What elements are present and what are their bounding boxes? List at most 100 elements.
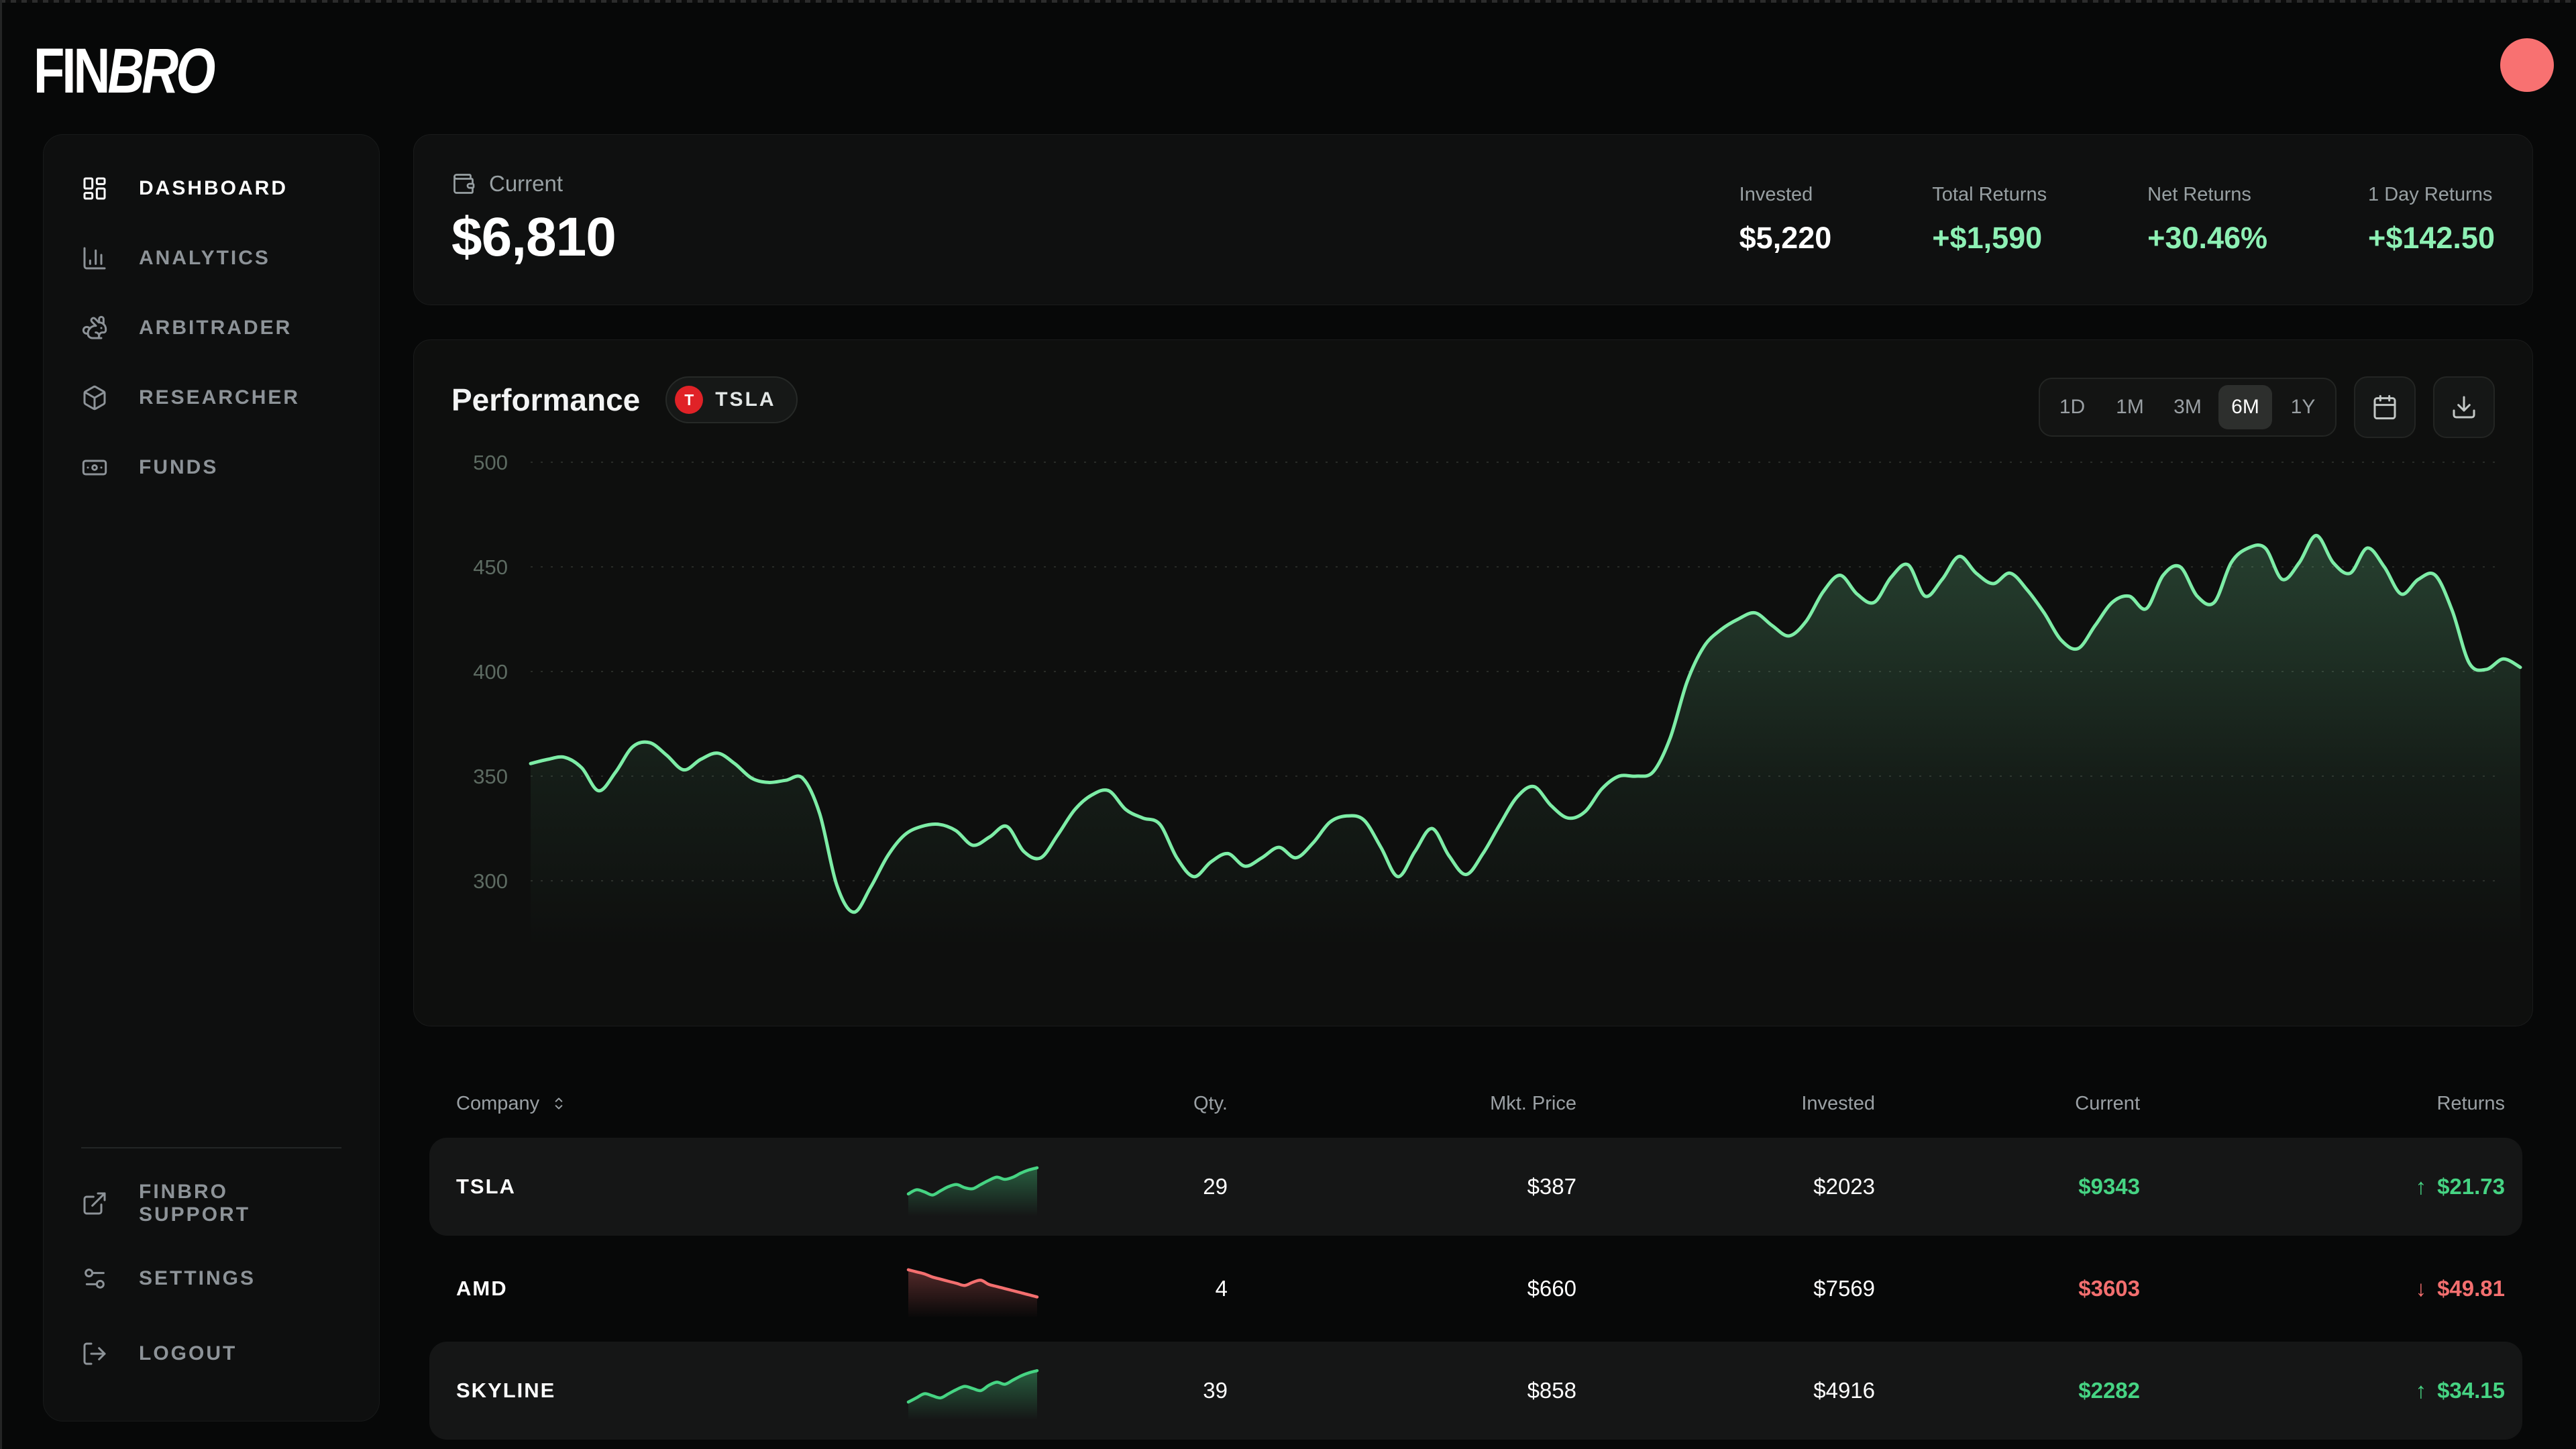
svg-text:300: 300 xyxy=(473,869,508,893)
returns-amount: $49.81 xyxy=(2437,1276,2505,1301)
range-button-1m[interactable]: 1M xyxy=(2116,396,2144,418)
sparkline-chart xyxy=(906,1268,1039,1318)
trend-sparkline xyxy=(892,1258,1053,1320)
calendar-button[interactable] xyxy=(2354,376,2416,438)
performance-header: Performance T TSLA xyxy=(451,376,798,423)
ticker-badge-icon: T xyxy=(675,386,704,414)
rabbit-icon xyxy=(82,315,107,339)
finbro-logo: FINBRO xyxy=(34,35,215,108)
chart-controls: 1D 1M 3M 6M 1Y xyxy=(2039,376,2495,438)
time-range-group: 1D 1M 3M 6M 1Y xyxy=(2039,378,2337,437)
banknote-icon xyxy=(82,460,107,476)
performance-card: 500 450 400 350 300 Performance T TSLA 1D 1M… xyxy=(413,339,2533,1026)
range-button-1d[interactable]: 1D xyxy=(2059,396,2086,418)
column-label: Company xyxy=(456,1092,540,1114)
sidebar-item-label: ARBITRADER xyxy=(139,317,292,339)
download-button[interactable] xyxy=(2433,376,2495,438)
sidebar-divider xyxy=(81,1147,341,1148)
qty-value: 29 xyxy=(1203,1174,1228,1199)
mkt-price-value: $387 xyxy=(1527,1174,1576,1199)
svg-text:450: 450 xyxy=(473,555,508,579)
user-avatar[interactable] xyxy=(2500,38,2554,92)
stat-value: +30.46% xyxy=(2147,221,2268,255)
sidebar-item-label: LOGOUT xyxy=(139,1342,237,1364)
stat-label: Net Returns xyxy=(2147,184,2251,205)
sidebar-item-dashboard[interactable]: DASHBOARD xyxy=(44,154,379,223)
svg-text:350: 350 xyxy=(473,765,508,788)
column-header-company[interactable]: Company xyxy=(429,1093,892,1115)
sidebar-item-funds[interactable]: FUNDS xyxy=(44,433,379,502)
column-header-mkt-price: Mkt. Price xyxy=(1490,1092,1576,1114)
returns-amount: $21.73 xyxy=(2437,1174,2505,1199)
sidebar-item-arbitrader[interactable]: ARBITRADER xyxy=(44,293,379,363)
column-header-invested: Invested xyxy=(1801,1092,1875,1114)
stat-label: Invested xyxy=(1739,184,1813,205)
sidebar-item-label: FINBRO SUPPORT xyxy=(139,1181,251,1226)
logo-bro: BRO xyxy=(107,36,215,107)
dashboard-icon xyxy=(83,177,106,200)
sidebar-item-researcher[interactable]: RESEARCHER xyxy=(44,363,379,433)
invested-value: $2023 xyxy=(1813,1174,1875,1199)
stat-value: +$1,590 xyxy=(1932,221,2043,255)
column-header-qty: Qty. xyxy=(1193,1092,1228,1114)
stat-label: Total Returns xyxy=(1932,184,2047,205)
external-link-icon xyxy=(83,1192,106,1215)
sidebar: DASHBOARD ANALYTICS ARBITRADER RESEARCHE… xyxy=(43,134,380,1421)
stat-1day-returns: 1 Day Returns +$142.50 xyxy=(2368,184,2495,256)
company-name: SKYLINE xyxy=(456,1379,556,1402)
sidebar-item-label: DASHBOARD xyxy=(139,177,288,199)
company-name: AMD xyxy=(456,1277,508,1300)
sidebar-item-label: ANALYTICS xyxy=(139,247,270,269)
stat-net-returns: Net Returns +30.46% xyxy=(2147,184,2267,256)
stat-label: 1 Day Returns xyxy=(2368,184,2493,205)
mkt-price-value: $660 xyxy=(1527,1276,1576,1301)
window-top-edge xyxy=(0,0,2576,3)
range-button-3m[interactable]: 3M xyxy=(2174,396,2202,418)
ticker-symbol: TSLA xyxy=(715,388,776,411)
holding-row-skyline[interactable]: SKYLINE 39 $858 $4916 $2282 ↑ $34.15 xyxy=(429,1342,2522,1440)
current-value-block: Current $6,810 xyxy=(451,171,616,269)
current-value: $2282 xyxy=(2078,1378,2140,1403)
window-left-edge xyxy=(0,0,2,1449)
stat-total-returns: Total Returns +$1,590 xyxy=(1932,184,2047,256)
holdings-table: Company Qty. Mkt. Price Invested Current… xyxy=(429,1073,2522,1440)
holding-row-amd[interactable]: AMD 4 $660 $7569 $3603 ↓ $49.81 xyxy=(429,1240,2522,1338)
range-button-6m[interactable]: 6M xyxy=(2218,385,2272,429)
performance-chart: 500 450 400 350 300 xyxy=(473,451,2522,948)
sidebar-item-support[interactable]: FINBRO SUPPORT xyxy=(44,1166,379,1241)
sidebar-item-analytics[interactable]: ANALYTICS xyxy=(44,223,379,293)
logo-fin: FIN xyxy=(34,36,110,107)
svg-text:400: 400 xyxy=(473,660,508,684)
ticker-pill[interactable]: T TSLA xyxy=(665,376,798,423)
calendar-icon xyxy=(2373,394,2396,420)
qty-value: 4 xyxy=(1215,1276,1228,1301)
sidebar-footer: FINBRO SUPPORT SETTINGS LOGOUT xyxy=(44,1147,379,1391)
trend-sparkline xyxy=(892,1156,1053,1218)
stat-value: +$142.50 xyxy=(2368,221,2495,255)
sidebar-item-logout[interactable]: LOGOUT xyxy=(44,1316,379,1391)
current-label-row: Current xyxy=(451,171,616,197)
current-value: $6,810 xyxy=(451,206,616,268)
invested-value: $4916 xyxy=(1813,1378,1875,1403)
download-icon xyxy=(2453,396,2475,419)
returns-arrow-icon: ↑ xyxy=(2415,1378,2427,1403)
analytics-icon xyxy=(83,247,106,270)
sidebar-item-settings[interactable]: SETTINGS xyxy=(44,1241,379,1316)
range-button-1y[interactable]: 1Y xyxy=(2290,396,2316,418)
cube-icon xyxy=(83,385,106,411)
sort-icon xyxy=(555,1097,563,1110)
performance-title: Performance xyxy=(451,382,641,417)
qty-value: 39 xyxy=(1203,1378,1228,1403)
trend-sparkline xyxy=(892,1360,1053,1421)
returns-amount: $34.15 xyxy=(2437,1378,2505,1403)
returns-value: ↓ $49.81 xyxy=(2140,1276,2522,1301)
portfolio-summary-card: Current $6,810 Invested $5,220 Total Ret… xyxy=(413,134,2533,305)
logout-icon xyxy=(83,1342,106,1365)
holding-row-tsla[interactable]: TSLA 29 $387 $2023 $9343 ↑ $21.73 xyxy=(429,1138,2522,1236)
sliders-icon xyxy=(85,1269,105,1289)
sparkline-chart xyxy=(906,1368,1039,1420)
wallet-icon xyxy=(453,173,475,194)
column-header-current: Current xyxy=(2075,1092,2140,1114)
sidebar-item-label: RESEARCHER xyxy=(139,386,301,409)
